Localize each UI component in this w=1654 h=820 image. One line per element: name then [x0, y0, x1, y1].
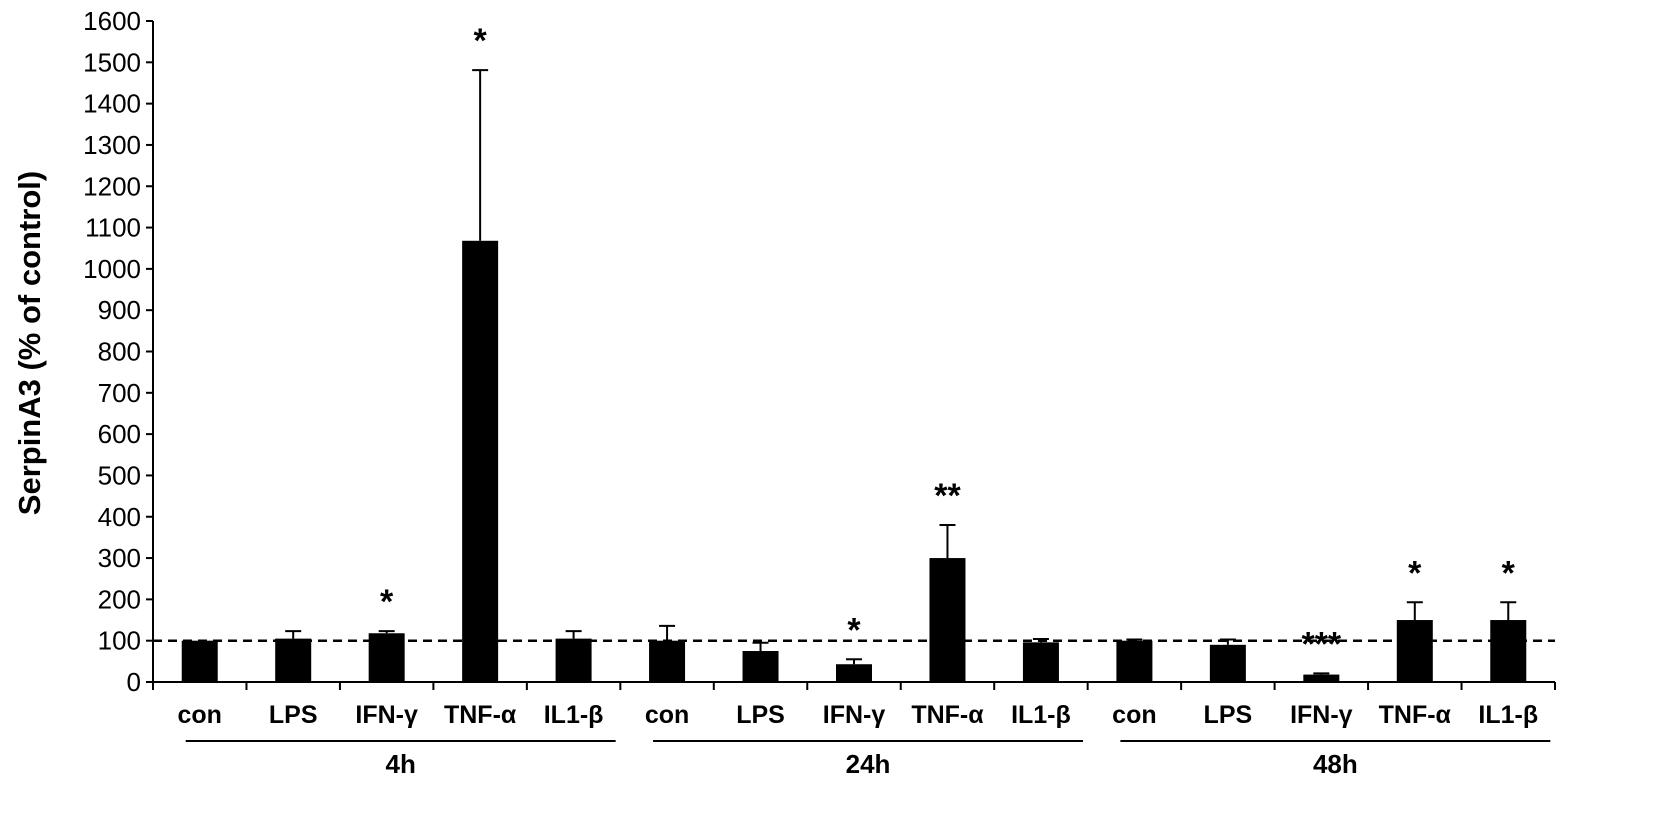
- bar: [1022, 642, 1059, 682]
- y-tick-label: 100: [98, 626, 141, 656]
- category-label: IL1-β: [1478, 701, 1538, 729]
- y-tick-label: 1200: [83, 171, 141, 201]
- bar: [1116, 640, 1153, 682]
- bar: [275, 638, 312, 682]
- y-axis: 0 100 200 300 400 500 600 700 800 900 1000 1100 1200…: [83, 6, 154, 697]
- y-tick-label: 500: [98, 460, 141, 490]
- group-label: 48h: [1313, 749, 1358, 779]
- y-tick-label: 300: [98, 543, 141, 573]
- category-label: IL1-β: [1011, 701, 1071, 729]
- bar: [649, 640, 686, 682]
- bar: [1303, 674, 1340, 682]
- bar: [836, 664, 872, 682]
- y-tick-label: 0: [127, 667, 141, 697]
- significance-marker: ***: [1301, 625, 1341, 663]
- y-tick-label: 600: [98, 419, 141, 449]
- bar: [181, 640, 218, 682]
- category-label: LPS: [736, 701, 785, 729]
- bar: [1209, 644, 1246, 682]
- significance-marker: *: [847, 611, 861, 649]
- category-label: LPS: [1204, 701, 1253, 729]
- y-tick-label: 200: [98, 584, 141, 614]
- y-tick-label: 700: [98, 378, 141, 408]
- significance-marker: *: [380, 583, 394, 621]
- bar: [1396, 620, 1433, 682]
- category-label: IFN-γ: [1290, 701, 1353, 729]
- x-axis: [152, 681, 1556, 690]
- category-label: con: [178, 701, 222, 729]
- y-tick-label: 1300: [83, 130, 141, 160]
- category-label: LPS: [269, 701, 318, 729]
- category-label: con: [645, 701, 689, 729]
- bars: ********* *: [181, 22, 1527, 682]
- bar: [1490, 620, 1527, 682]
- significance-marker: *: [474, 22, 488, 60]
- bar: [462, 240, 499, 682]
- category-label: IL1-β: [544, 701, 604, 729]
- category-label: IFN-γ: [355, 701, 418, 729]
- bar: [929, 558, 966, 682]
- y-tick-label: 1000: [83, 254, 141, 284]
- y-tick-label: 1500: [83, 47, 141, 77]
- category-label: con: [1112, 701, 1156, 729]
- y-tick-label: 800: [98, 337, 141, 367]
- y-tick-label: 900: [98, 295, 141, 325]
- y-tick-label: 1600: [83, 6, 141, 36]
- category-label: TNF-α: [444, 701, 517, 729]
- bar: [555, 638, 592, 682]
- group-label: 24h: [846, 749, 891, 779]
- y-tick-label: 1400: [83, 89, 141, 119]
- group-label: 4h: [386, 749, 416, 779]
- category-labels: con LPS IFN-γ TNF-α IL1-β 4h con LPS IFN-γ TNF-α I…: [178, 701, 1551, 779]
- y-axis-title: SerpinA3 (% of control): [12, 171, 47, 515]
- category-label: IFN-γ: [823, 701, 886, 729]
- y-tick-label: 400: [98, 502, 141, 532]
- significance-marker: *: [1502, 554, 1516, 592]
- significance-marker: *: [1408, 554, 1422, 592]
- significance-marker: **: [934, 477, 961, 515]
- bar: [742, 651, 779, 682]
- category-label: TNF-α: [911, 701, 984, 729]
- y-tick-label: 1100: [85, 213, 141, 243]
- category-label: TNF-α: [1379, 701, 1452, 729]
